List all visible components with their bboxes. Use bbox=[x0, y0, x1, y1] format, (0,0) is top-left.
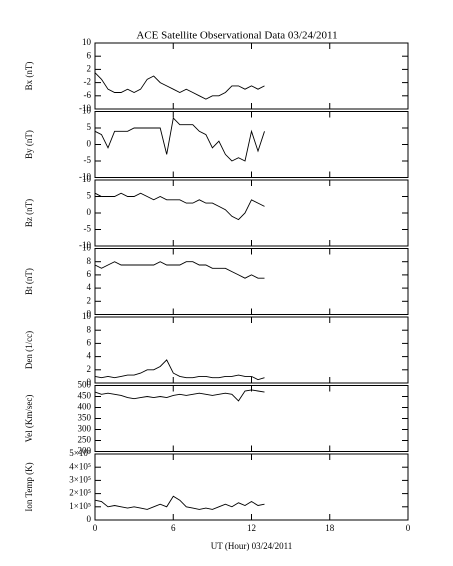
panel-frame bbox=[94, 111, 409, 178]
y-tick-label: -10 bbox=[79, 103, 91, 113]
y-tick-label: 500 bbox=[78, 380, 92, 390]
y-tick-label: 10 bbox=[82, 243, 92, 253]
y-tick-label: 2 bbox=[87, 295, 92, 305]
y-tick-label: 2 bbox=[87, 63, 92, 73]
y-tick-label: 10 bbox=[82, 106, 92, 116]
y-axis-label: Bx (nT) bbox=[24, 62, 34, 91]
y-tick-label: -10 bbox=[79, 172, 91, 182]
y-tick-label: 1×10⁵ bbox=[69, 501, 91, 511]
y-tick-label: 0 bbox=[87, 309, 92, 319]
y-tick-label: 5 bbox=[87, 122, 92, 132]
y-tick-label: 4×10⁵ bbox=[69, 461, 91, 471]
y-axis-label: Vel (Km/sec) bbox=[24, 395, 34, 443]
panel-frame bbox=[94, 453, 409, 521]
y-tick-label: 0 bbox=[87, 207, 92, 217]
y-tick-label: 8 bbox=[87, 256, 92, 266]
y-axis-label: Den (1/cc) bbox=[24, 331, 34, 369]
y-tick-label: 10 bbox=[82, 37, 92, 47]
y-axis-label: Bt (nT) bbox=[24, 268, 34, 295]
data-line bbox=[94, 495, 265, 510]
y-tick-label: 2 bbox=[87, 364, 92, 374]
chart-title: ACE Satellite Observational Data 03/24/2… bbox=[136, 30, 337, 42]
panel-frame bbox=[94, 385, 409, 452]
data-line bbox=[94, 261, 265, 279]
y-tick-label: 0 bbox=[87, 377, 92, 387]
y-tick-label: 0 bbox=[87, 139, 92, 149]
y-tick-label: -10 bbox=[79, 240, 91, 250]
x-tick-label: 18 bbox=[325, 523, 335, 533]
panel-frame bbox=[94, 179, 409, 247]
y-axis-label: Ion Temp (K) bbox=[24, 462, 34, 511]
y-tick-label: 10 bbox=[82, 174, 92, 184]
y-tick-label: -6 bbox=[84, 90, 92, 100]
panel-frame bbox=[94, 316, 409, 384]
y-tick-label: 250 bbox=[78, 435, 92, 445]
data-line bbox=[94, 359, 265, 381]
x-tick-label: 6 bbox=[171, 523, 176, 533]
y-tick-label: 6 bbox=[87, 269, 92, 279]
y-tick-label: -5 bbox=[84, 155, 92, 165]
panel-frame bbox=[94, 42, 409, 110]
y-tick-label: 6 bbox=[87, 337, 92, 347]
data-line bbox=[94, 389, 265, 402]
y-tick-label: 4 bbox=[87, 282, 92, 292]
panel-frame bbox=[94, 248, 409, 315]
y-tick-label: -2 bbox=[84, 77, 92, 87]
x-tick-label: 0 bbox=[93, 523, 98, 533]
data-line bbox=[94, 72, 265, 100]
y-tick-label: 10 bbox=[82, 311, 92, 321]
y-tick-label: 400 bbox=[78, 402, 92, 412]
y-tick-label: 6 bbox=[87, 50, 92, 60]
y-tick-label: 0 bbox=[87, 514, 92, 524]
y-tick-label: 3×10⁵ bbox=[69, 474, 91, 484]
x-tick-label: 0 bbox=[406, 523, 411, 533]
y-tick-label: 300 bbox=[78, 424, 92, 434]
y-tick-label: 200 bbox=[78, 446, 92, 456]
y-tick-label: 450 bbox=[78, 391, 92, 401]
y-tick-label: 350 bbox=[78, 413, 92, 423]
y-tick-label: 4 bbox=[87, 351, 92, 361]
y-tick-label: 2×10⁵ bbox=[69, 488, 91, 498]
y-tick-label: -5 bbox=[84, 224, 92, 234]
data-line bbox=[94, 192, 265, 221]
y-tick-label: 5×10⁵ bbox=[69, 448, 91, 458]
x-axis-label: UT (Hour) 03/24/2011 bbox=[211, 541, 293, 551]
data-line bbox=[94, 117, 265, 162]
y-axis-label: Bz (nT) bbox=[24, 199, 34, 227]
y-tick-label: 5 bbox=[87, 191, 92, 201]
y-axis-label: By (nT) bbox=[24, 130, 34, 159]
x-tick-label: 12 bbox=[247, 523, 256, 533]
y-tick-label: 8 bbox=[87, 324, 92, 334]
